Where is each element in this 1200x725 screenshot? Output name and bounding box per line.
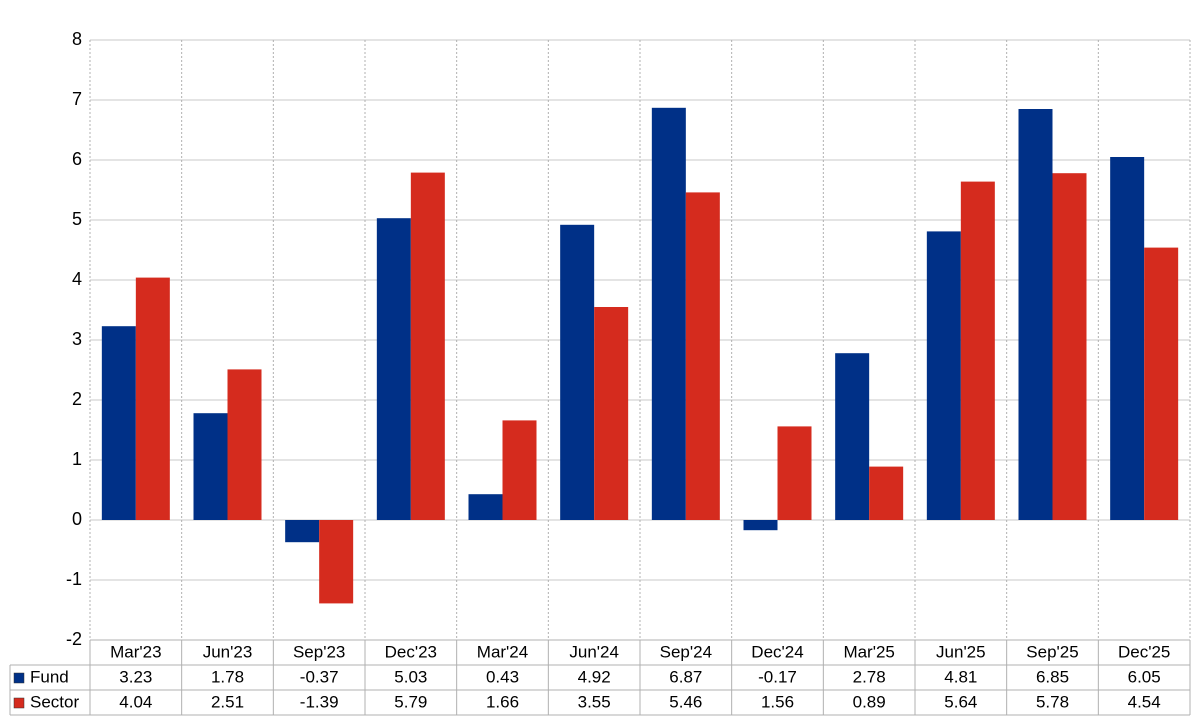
data-label: 5.79: [394, 692, 427, 711]
bar: [777, 426, 812, 520]
y-tick-label: 1: [72, 449, 82, 469]
data-label: -0.17: [758, 667, 797, 686]
x-tick-label: Mar'24: [477, 642, 528, 661]
data-label: 4.92: [578, 667, 611, 686]
legend-label: Fund: [30, 667, 69, 686]
x-tick-label: Mar'25: [843, 642, 894, 661]
y-tick-label: -2: [66, 629, 82, 649]
bar: [926, 231, 961, 520]
bar: [594, 307, 629, 520]
y-tick-label: -1: [66, 569, 82, 589]
bar: [285, 520, 320, 543]
x-tick-label: Mar'23: [110, 642, 161, 661]
x-tick-label: Dec'24: [751, 642, 803, 661]
y-tick-label: 4: [72, 269, 82, 289]
y-tick-label: 5: [72, 209, 82, 229]
bar: [1110, 157, 1145, 520]
x-tick-label: Dec'25: [1118, 642, 1170, 661]
x-tick-label: Sep'25: [1026, 642, 1078, 661]
data-label: 1.66: [486, 692, 519, 711]
y-tick-label: 3: [72, 329, 82, 349]
data-label: 6.05: [1128, 667, 1161, 686]
data-label: 5.46: [669, 692, 702, 711]
data-label: 5.64: [944, 692, 977, 711]
bar: [1018, 109, 1053, 520]
data-label: 2.51: [211, 692, 244, 711]
bar: [135, 277, 170, 520]
y-tick-label: 0: [72, 509, 82, 529]
x-tick-label: Jun'25: [936, 642, 986, 661]
data-label: 1.56: [761, 692, 794, 711]
bar: [743, 520, 778, 531]
bar: [1144, 247, 1179, 520]
y-tick-label: 2: [72, 389, 82, 409]
bar: [869, 466, 904, 520]
bar: [685, 192, 720, 520]
data-label: 5.78: [1036, 692, 1069, 711]
data-label: 4.54: [1128, 692, 1161, 711]
data-label: 2.78: [853, 667, 886, 686]
bar: [410, 172, 445, 520]
bar: [560, 224, 595, 521]
bar: [101, 326, 136, 520]
y-tick-label: 8: [72, 29, 82, 49]
bar: [1052, 173, 1087, 520]
data-label: -0.37: [300, 667, 339, 686]
x-tick-label: Sep'24: [660, 642, 712, 661]
y-tick-label: 6: [72, 149, 82, 169]
data-label: 1.78: [211, 667, 244, 686]
bar: [376, 218, 411, 520]
x-tick-label: Dec'23: [385, 642, 437, 661]
x-tick-label: Jun'24: [569, 642, 619, 661]
x-tick-label: Sep'23: [293, 642, 345, 661]
bar: [468, 494, 503, 520]
bar: [651, 107, 686, 521]
data-label: 4.04: [119, 692, 152, 711]
bar: [835, 353, 870, 520]
data-label: 6.85: [1036, 667, 1069, 686]
x-tick-label: Jun'23: [203, 642, 253, 661]
data-label: 6.87: [669, 667, 702, 686]
data-label: 4.81: [944, 667, 977, 686]
data-label: 3.55: [578, 692, 611, 711]
bar: [502, 420, 537, 520]
data-label: 0.43: [486, 667, 519, 686]
legend-label: Sector: [30, 692, 79, 711]
data-label: 0.89: [853, 692, 886, 711]
bar: [319, 520, 354, 604]
bar: [193, 413, 228, 520]
data-label: -1.39: [300, 692, 339, 711]
legend-marker: [13, 697, 25, 709]
y-tick-label: 7: [72, 89, 82, 109]
bar: [960, 181, 995, 520]
data-label: 3.23: [119, 667, 152, 686]
legend-marker: [13, 672, 25, 684]
bar: [227, 369, 262, 520]
data-label: 5.03: [394, 667, 427, 686]
